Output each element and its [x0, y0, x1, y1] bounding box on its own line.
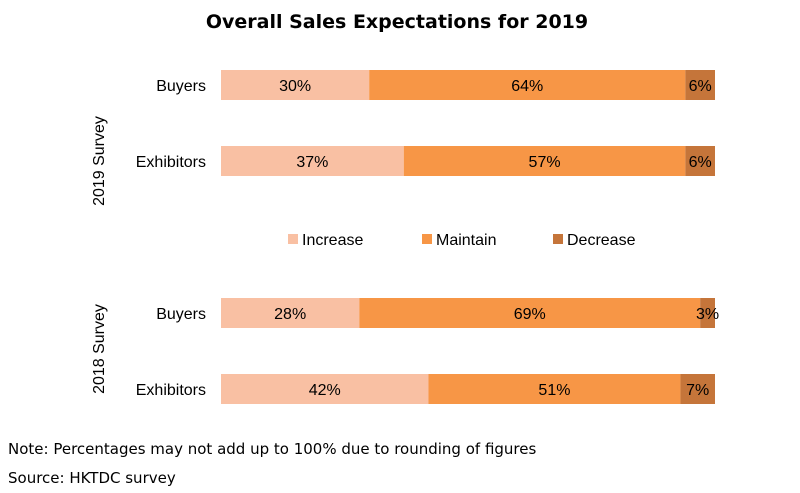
legend-label-increase: Increase — [302, 232, 363, 249]
footnote-source: Source: HKTDC survey — [8, 469, 176, 487]
bar-maintain-buyers-2 — [359, 298, 701, 328]
bar-maintain-exhibitors-2 — [428, 374, 681, 404]
category-label-exhibitors: Exhibitors — [136, 154, 206, 171]
bar-maintain-exhibitors-1 — [403, 146, 686, 176]
legend-swatch-maintain — [422, 234, 432, 244]
footnote-note: Note: Percentages may not add up to 100%… — [8, 440, 537, 458]
data-label-maintain-1: 64% — [511, 78, 543, 95]
bars-layer — [221, 70, 715, 404]
bar-increase-buyers-1 — [221, 70, 370, 100]
bar-decrease-buyers-1 — [685, 70, 715, 100]
bar-increase-buyers-2 — [221, 298, 360, 328]
data-label-decrease-3: 3% — [696, 306, 719, 323]
data-label-maintain-4: 51% — [538, 382, 570, 399]
data-label-decrease-4: 7% — [686, 382, 709, 399]
bar-decrease-buyers-2 — [700, 298, 715, 328]
group-label-1: 2019 Survey — [91, 116, 108, 206]
labels-layer: 30% 64% 6% Buyers 37% 57% 6% Exhibitors 28% 69% 3%… — [91, 78, 719, 399]
chart-title: Overall Sales Expectations for 2019 — [206, 11, 588, 33]
bar-increase-exhibitors-2 — [221, 374, 429, 404]
data-label-increase-1: 30% — [279, 78, 311, 95]
bar-decrease-exhibitors-2 — [680, 374, 715, 404]
data-label-maintain-2: 57% — [529, 154, 561, 171]
category-label-exhibitors: Exhibitors — [136, 382, 206, 399]
data-label-increase-3: 28% — [274, 306, 306, 323]
data-label-decrease-2: 6% — [689, 154, 712, 171]
legend: Increase Maintain Decrease — [288, 232, 636, 249]
data-label-decrease-1: 6% — [689, 78, 712, 95]
legend-label-decrease: Decrease — [567, 232, 636, 249]
bar-increase-exhibitors-1 — [221, 146, 404, 176]
category-label-buyers: Buyers — [156, 78, 206, 95]
data-label-increase-4: 42% — [309, 382, 341, 399]
bar-decrease-exhibitors-1 — [685, 146, 715, 176]
legend-label-maintain: Maintain — [436, 232, 496, 249]
data-label-maintain-3: 69% — [514, 306, 546, 323]
legend-swatch-decrease — [553, 234, 563, 244]
stacked-bar-chart: Overall Sales Expectations for 2019 30% 6… — [91, 11, 719, 404]
legend-swatch-increase — [288, 234, 298, 244]
bar-maintain-buyers-1 — [369, 70, 686, 100]
category-label-buyers: Buyers — [156, 306, 206, 323]
group-label-2: 2018 Survey — [91, 304, 108, 394]
data-label-increase-2: 37% — [296, 154, 328, 171]
